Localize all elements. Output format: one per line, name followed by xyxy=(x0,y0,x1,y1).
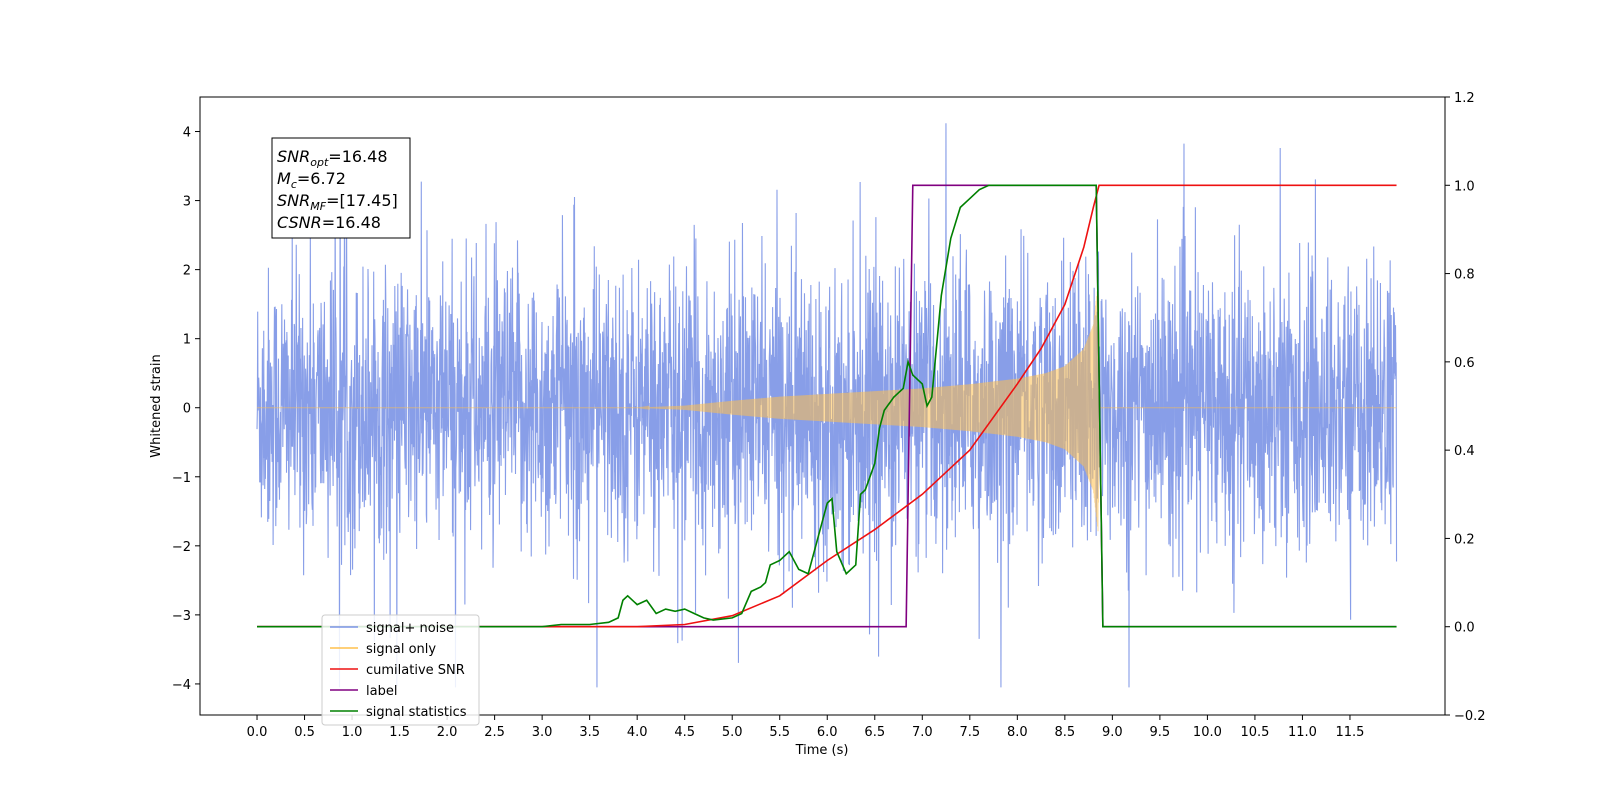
y-axis-label: Whitened strain xyxy=(149,354,164,457)
series-cumulative-snr-line xyxy=(257,184,1397,628)
y-tick-label: −1 xyxy=(172,471,191,486)
x-tick-label: 9.0 xyxy=(1102,725,1123,740)
x-tick-label: 8.5 xyxy=(1055,725,1076,740)
legend-label: cumilative SNR xyxy=(366,663,465,678)
x-axis: 0.0 0.5 1.0 1.5 2.0 2.5 3.0 3.5 4.0 4.5 5.0 5.5 6.0 6… xyxy=(247,715,1364,740)
y-tick-label: 4 xyxy=(183,126,191,141)
legend-label: signal only xyxy=(366,642,436,657)
x-tick-label: 10.0 xyxy=(1193,725,1222,740)
plot-area xyxy=(199,96,1446,716)
info-symbol: SNR xyxy=(277,191,310,210)
info-subscript: c xyxy=(291,178,297,191)
y-axis-right: −0.2 0.0 0.2 0.4 0.6 0.8 1.0 1.2 xyxy=(1445,91,1486,724)
info-symbol: SNR xyxy=(277,147,310,166)
x-tick-label: 4.0 xyxy=(627,725,648,740)
x-tick-label: 6.0 xyxy=(817,725,838,740)
info-subscript: MF xyxy=(310,200,326,213)
x-tick-label: 5.5 xyxy=(769,725,790,740)
x-tick-label: 1.5 xyxy=(389,725,410,740)
series-signal-noise-line xyxy=(256,123,1398,688)
info-value: =16.48 xyxy=(322,213,381,232)
x-tick-label: 6.5 xyxy=(864,725,885,740)
x-tick-label: 8.0 xyxy=(1007,725,1028,740)
x-tick-label: 2.5 xyxy=(484,725,505,740)
info-value: =16.48 xyxy=(328,147,387,166)
legend-label: signal+ noise xyxy=(366,621,454,636)
info-value: =6.72 xyxy=(297,169,346,188)
x-tick-label: 7.5 xyxy=(959,725,980,740)
info-box-frame xyxy=(271,137,411,239)
y-tick-label: −4 xyxy=(172,678,191,693)
y-right-tick-label: −0.2 xyxy=(1454,709,1486,724)
x-tick-label: 7.0 xyxy=(912,725,933,740)
legend-label: label xyxy=(366,684,397,699)
info-box-line: SNRopt=16.48 xyxy=(277,147,388,169)
info-box-line: SNRMF=[17.45] xyxy=(277,191,398,213)
info-box-line: CSNR=16.48 xyxy=(277,213,381,232)
x-tick-label: 2.0 xyxy=(437,725,458,740)
x-tick-label: 9.5 xyxy=(1150,725,1171,740)
y-right-tick-label: 0.0 xyxy=(1454,621,1475,636)
x-tick-label: 11.0 xyxy=(1288,725,1317,740)
x-tick-label: 5.0 xyxy=(722,725,743,740)
x-tick-label: 0.0 xyxy=(247,725,268,740)
y-right-tick-label: 1.2 xyxy=(1454,91,1475,106)
y-right-tick-label: 0.6 xyxy=(1454,356,1475,371)
y-right-tick-label: 0.8 xyxy=(1454,268,1475,283)
info-box-line: Mc=6.72 xyxy=(277,169,346,191)
info-subscript: opt xyxy=(310,156,329,169)
y-tick-label: 0 xyxy=(183,402,191,417)
x-tick-label: 3.0 xyxy=(532,725,553,740)
legend-label: signal statistics xyxy=(366,705,467,720)
y-right-tick-label: 0.2 xyxy=(1454,532,1475,547)
info-value: =[17.45] xyxy=(326,191,398,210)
axes-frame xyxy=(199,96,1446,716)
y-tick-label: 2 xyxy=(183,264,191,279)
y-axis-left: −4 −3 −2 −1 0 1 2 3 4 xyxy=(172,126,200,693)
info-box: SNRopt=16.48Mc=6.72SNRMF=[17.45]CSNR=16.… xyxy=(271,137,411,239)
x-tick-label: 10.5 xyxy=(1240,725,1269,740)
x-tick-label: 4.5 xyxy=(674,725,695,740)
x-tick-label: 11.5 xyxy=(1335,725,1364,740)
series-layer xyxy=(256,123,1398,688)
info-symbol: CSNR xyxy=(277,213,322,232)
legend: signal+ noise signal only cumilative SNR la… xyxy=(321,614,480,726)
x-tick-label: 1.0 xyxy=(342,725,363,740)
series-signal-only-line xyxy=(257,286,1397,532)
y-tick-label: −3 xyxy=(172,609,191,624)
y-right-tick-label: 1.0 xyxy=(1454,179,1475,194)
legend-frame xyxy=(321,614,480,726)
x-tick-label: 0.5 xyxy=(294,725,315,740)
x-axis-label: Time (s) xyxy=(795,743,849,758)
y-tick-label: 1 xyxy=(183,333,191,348)
y-right-tick-label: 0.4 xyxy=(1454,444,1475,459)
y-tick-label: 3 xyxy=(183,195,191,210)
info-symbol: M xyxy=(277,169,291,188)
series-signal-statistics-line xyxy=(257,184,1397,628)
x-tick-label: 3.5 xyxy=(579,725,600,740)
y-tick-label: −2 xyxy=(172,540,191,555)
